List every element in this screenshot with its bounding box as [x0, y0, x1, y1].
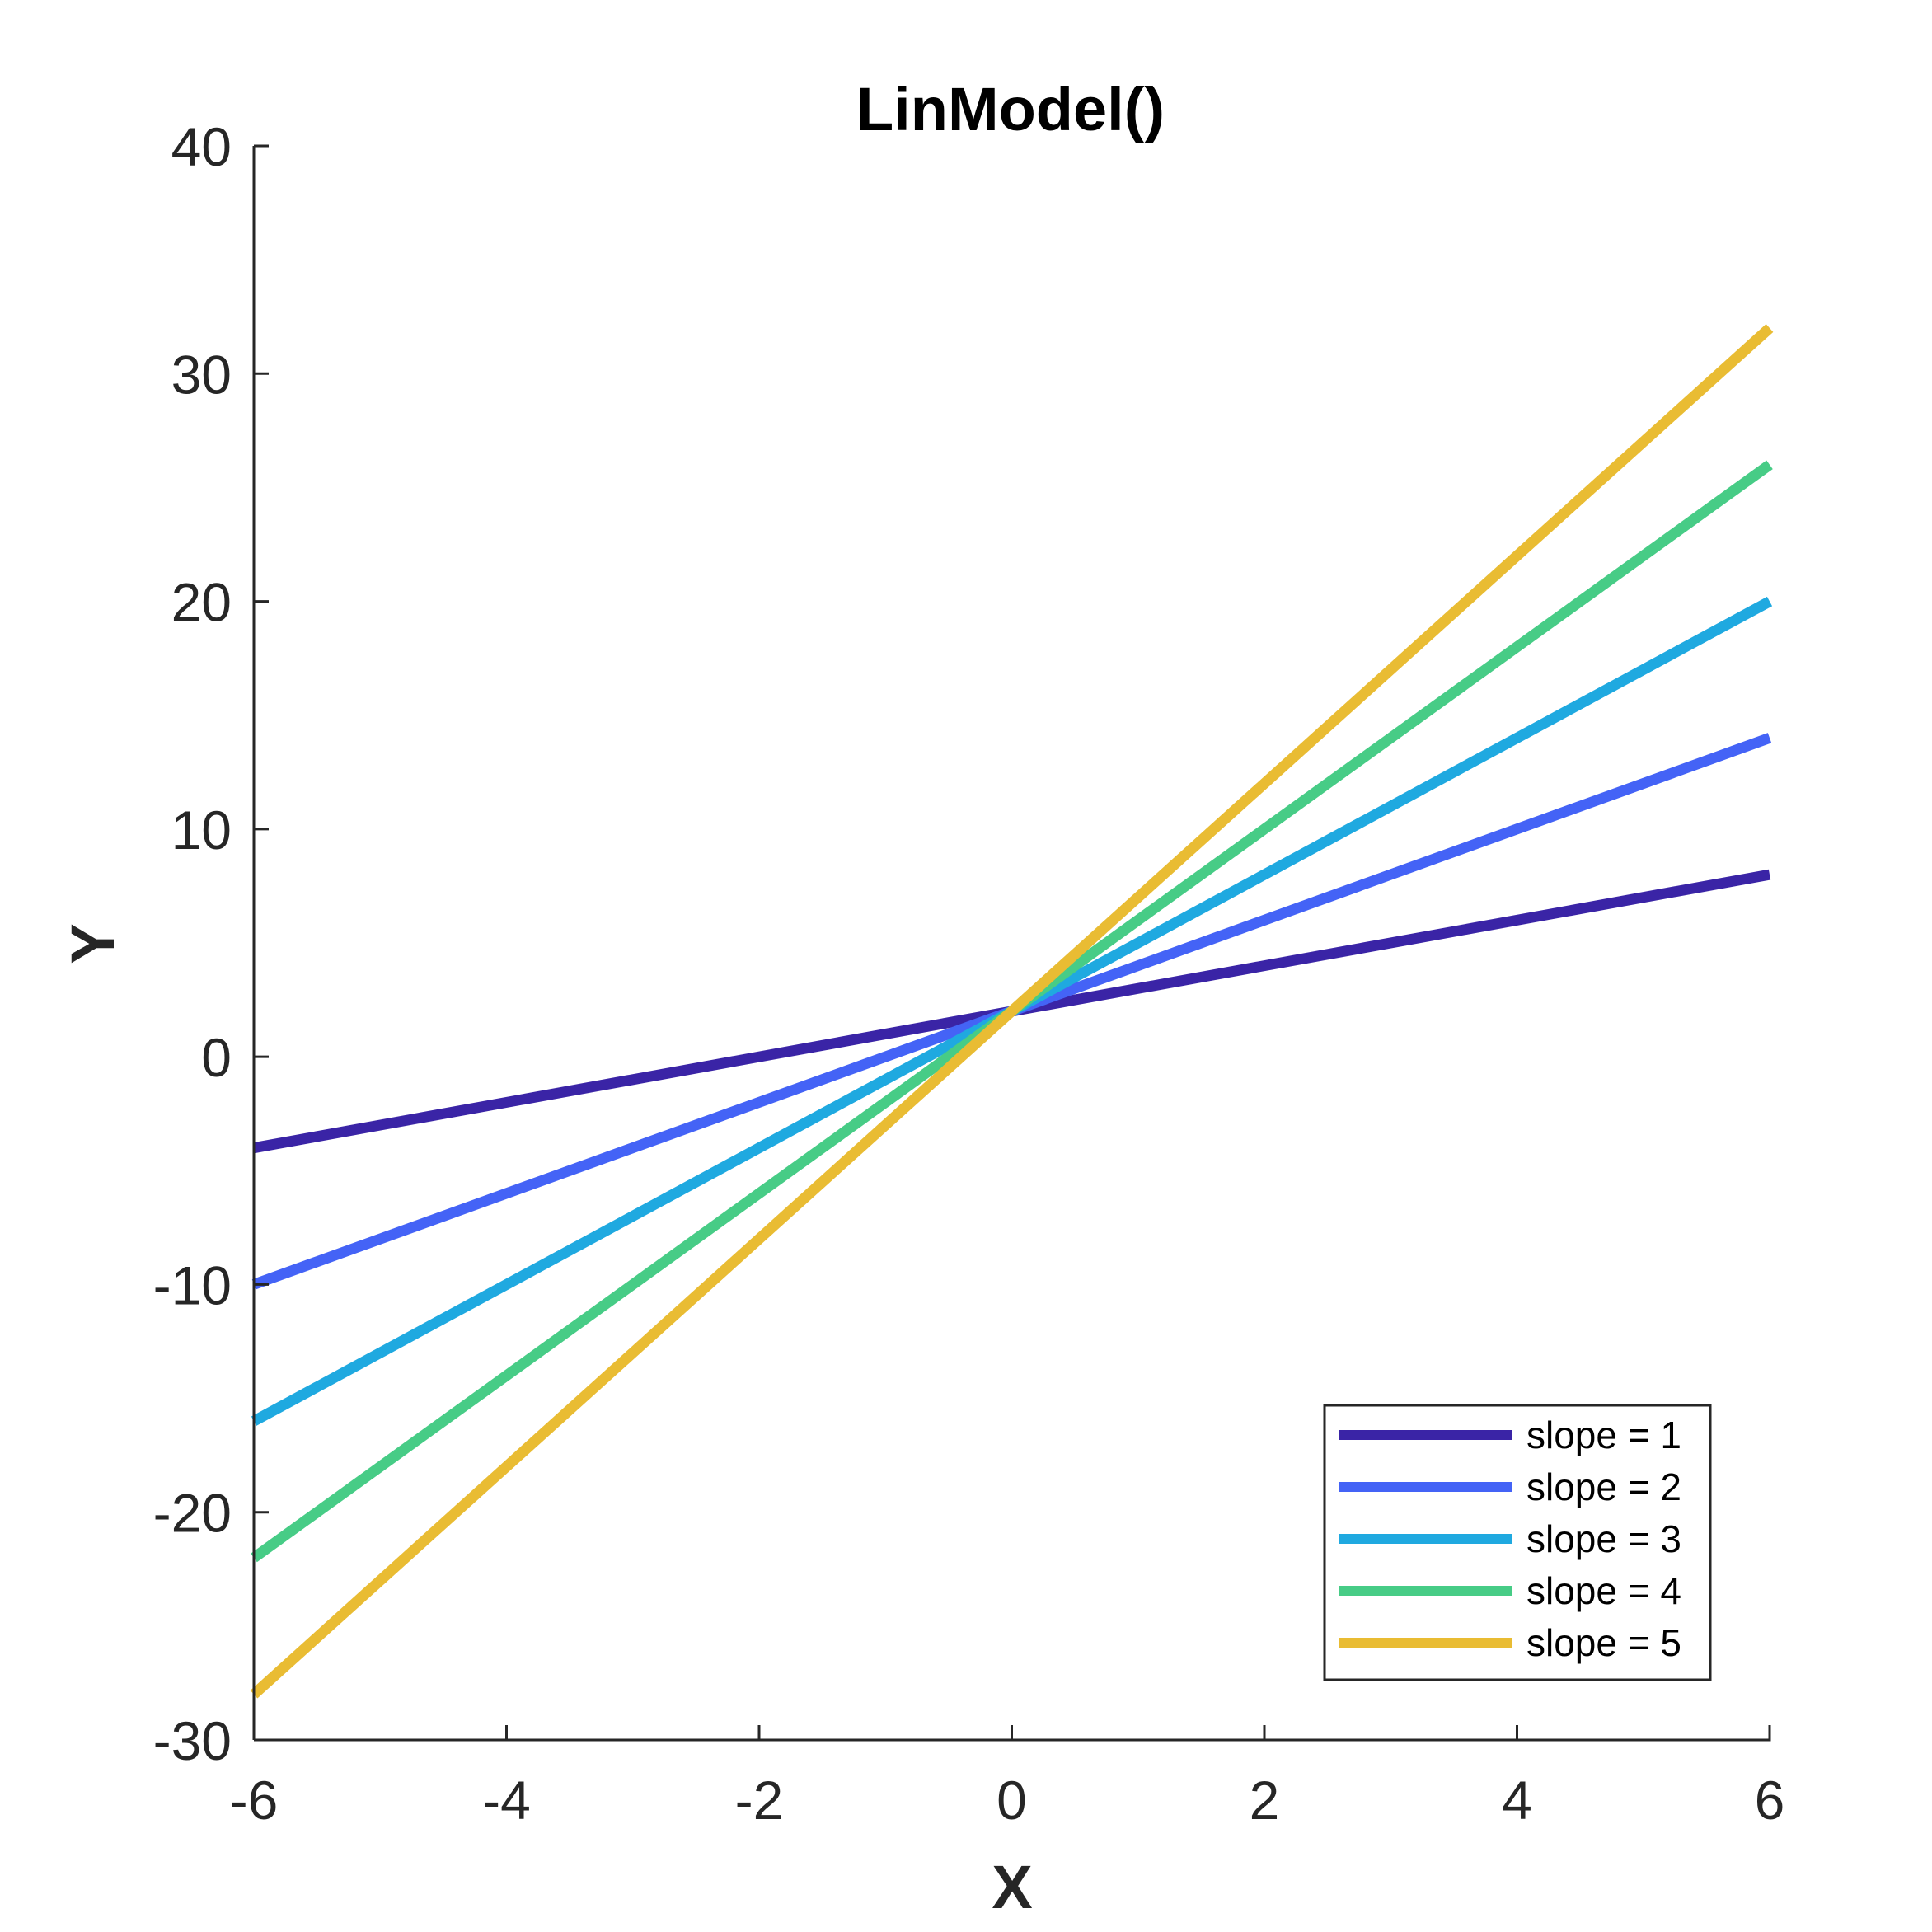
y-tick-label: -30: [153, 1710, 232, 1771]
x-tick-label: -4: [482, 1770, 531, 1831]
y-tick-label: 10: [171, 800, 232, 860]
x-ticks: -6 -4 -2 0 2 4 6: [230, 1725, 1785, 1831]
legend-label-3: slope = 3: [1526, 1517, 1681, 1560]
y-tick-label: -20: [153, 1483, 232, 1544]
legend: slope = 1 slope = 2 slope = 3 slope = 4 slop…: [1323, 1404, 1712, 1681]
y-ticks: -30 -20 -10 0 10 20 30 40: [153, 116, 269, 1771]
series-line-5: [250, 324, 1774, 1699]
series-layer: [250, 324, 1774, 1699]
x-tick-label: 2: [1250, 1770, 1280, 1831]
y-tick-label: 30: [171, 344, 232, 405]
y-tick-label: 20: [171, 572, 232, 633]
legend-items: slope = 1 slope = 2 slope = 3 slope = 4 slop…: [1339, 1414, 1681, 1664]
chart-title: LinModel(): [856, 75, 1165, 143]
x-tick-label: -6: [230, 1770, 279, 1831]
legend-label-1: slope = 1: [1526, 1414, 1681, 1456]
y-tick-label: 40: [171, 116, 232, 177]
x-axis-label: X: [992, 1853, 1032, 1921]
y-tick-label: -10: [153, 1254, 232, 1315]
y-axis-label: Y: [59, 923, 127, 964]
x-tick-label: 6: [1755, 1770, 1785, 1831]
y-tick-label: 0: [201, 1027, 232, 1088]
x-tick-label: 4: [1502, 1770, 1532, 1831]
legend-label-5: slope = 5: [1526, 1621, 1681, 1664]
x-tick-label: -2: [735, 1770, 784, 1831]
x-tick-label: 0: [996, 1770, 1027, 1831]
legend-label-4: slope = 4: [1526, 1569, 1681, 1612]
legend-label-2: slope = 2: [1526, 1465, 1681, 1508]
